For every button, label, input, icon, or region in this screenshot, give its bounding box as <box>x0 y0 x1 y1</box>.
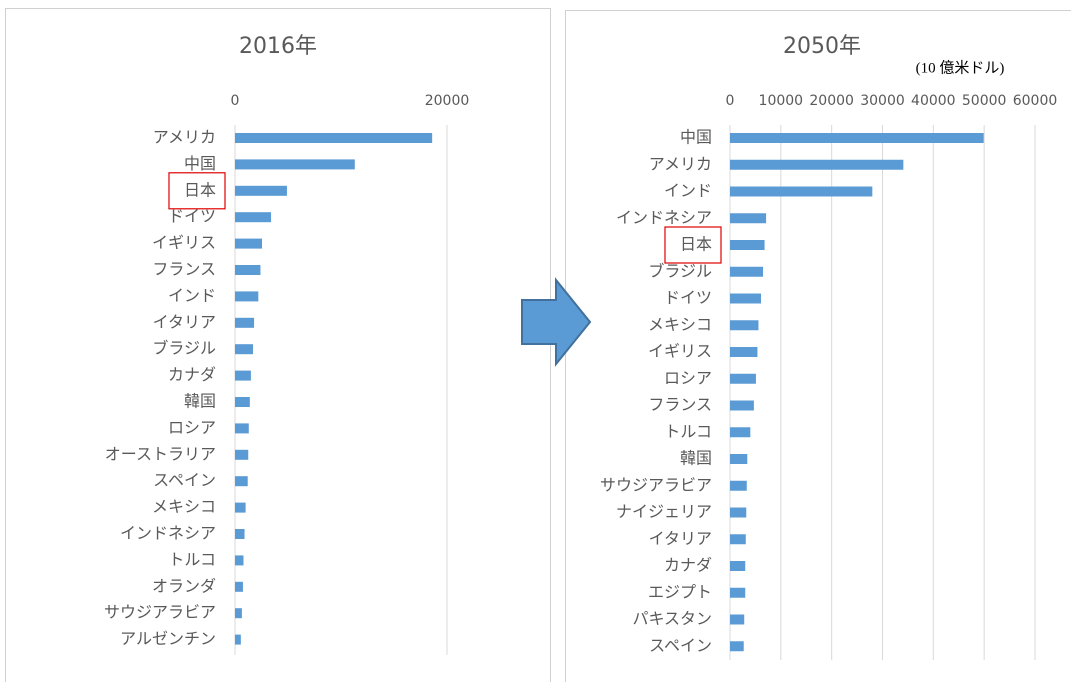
category-label: インド <box>664 181 712 200</box>
bar <box>730 186 873 197</box>
bar <box>235 133 433 143</box>
bar <box>730 561 746 571</box>
bar <box>235 397 250 407</box>
bar <box>730 293 762 304</box>
bar <box>235 423 249 434</box>
x-tick-label: 50000 <box>962 93 1007 109</box>
category-label: 中国 <box>184 154 216 173</box>
bar <box>235 317 255 328</box>
category-label: ロシア <box>168 418 216 437</box>
x-tick-label: 40000 <box>911 93 956 109</box>
bar <box>235 502 246 513</box>
category-label: インド <box>168 286 216 305</box>
category-label: ロシア <box>664 368 712 387</box>
bar <box>235 529 245 539</box>
x-tick-label: 20000 <box>425 93 470 109</box>
x-tick-label: 0 <box>231 93 240 109</box>
bar <box>235 265 261 275</box>
category-label: トルコ <box>664 422 712 441</box>
category-label: ドイツ <box>664 288 712 307</box>
chart-title: 2050年 <box>783 34 861 59</box>
category-label: 韓国 <box>680 449 712 468</box>
bar <box>730 240 765 250</box>
category-label: オランダ <box>152 576 216 595</box>
category-label: アメリカ <box>649 154 712 173</box>
highlight-box <box>168 172 226 210</box>
category-label: イギリス <box>648 342 712 361</box>
bar <box>235 476 248 487</box>
bar <box>235 212 272 223</box>
bar <box>235 238 263 249</box>
category-label: インドネシア <box>616 208 712 227</box>
category-label: フランス <box>648 395 712 414</box>
category-label: 中国 <box>680 128 712 147</box>
bar <box>235 449 249 460</box>
category-label: パキスタン <box>632 609 712 628</box>
bar <box>730 266 764 277</box>
category-label: 韓国 <box>184 392 216 411</box>
category-label: ナイジェリア <box>616 502 712 521</box>
x-tick-label: 10000 <box>759 93 804 109</box>
bar <box>235 185 287 196</box>
category-label: カナダ <box>664 556 712 575</box>
category-label: カナダ <box>168 365 216 384</box>
category-label: オーストラリア <box>105 444 216 463</box>
category-label: ドイツ <box>168 207 216 226</box>
category-label: トルコ <box>168 550 216 569</box>
bar <box>235 634 241 645</box>
bar <box>730 159 904 170</box>
right-panel <box>565 10 1071 682</box>
bar <box>730 587 746 598</box>
category-label: メキシコ <box>152 497 216 516</box>
bar <box>235 555 244 566</box>
category-label: フランス <box>152 260 216 279</box>
bar <box>235 370 251 381</box>
x-tick-label: 30000 <box>860 93 905 109</box>
bar <box>730 454 748 464</box>
arrow <box>521 277 592 367</box>
bar <box>730 347 758 357</box>
category-label: サウジアラビア <box>104 603 216 622</box>
bar <box>235 291 259 302</box>
category-label: サウジアラビア <box>600 475 712 494</box>
category-label: エジプト <box>648 582 712 601</box>
bar <box>730 480 747 491</box>
category-label: 日本 <box>184 180 216 199</box>
category-label: アメリカ <box>153 128 216 147</box>
bar <box>730 614 745 625</box>
category-label: イタリア <box>153 312 216 331</box>
left-panel <box>5 8 551 682</box>
category-label: アルゼンチン <box>120 629 216 648</box>
bar <box>235 581 243 592</box>
bar <box>730 427 751 438</box>
bar <box>730 133 984 143</box>
x-tick-label: 0 <box>726 93 735 109</box>
x-tick-label: 60000 <box>1013 93 1058 109</box>
bar <box>730 373 756 384</box>
category-label: ブラジル <box>648 261 712 280</box>
unit-label: (10 億米ドル) <box>916 59 1005 76</box>
category-label: 日本 <box>680 235 712 254</box>
bar <box>730 641 744 652</box>
chart-title: 2016年 <box>239 34 317 59</box>
bar <box>235 159 355 170</box>
x-tick-label: 20000 <box>809 93 854 109</box>
category-label: イギリス <box>152 233 216 252</box>
category-label: ブラジル <box>152 339 216 358</box>
category-label: スペイン <box>649 636 712 655</box>
bar <box>730 400 754 411</box>
category-label: インドネシア <box>120 524 216 543</box>
bar <box>235 608 242 619</box>
category-label: スペイン <box>153 471 216 490</box>
bar <box>235 344 254 355</box>
bar <box>730 534 746 545</box>
bar <box>730 507 747 518</box>
bar <box>730 320 759 331</box>
category-label: イタリア <box>649 529 712 548</box>
bar <box>730 213 767 224</box>
highlight-box <box>664 226 722 264</box>
category-label: メキシコ <box>648 315 712 334</box>
